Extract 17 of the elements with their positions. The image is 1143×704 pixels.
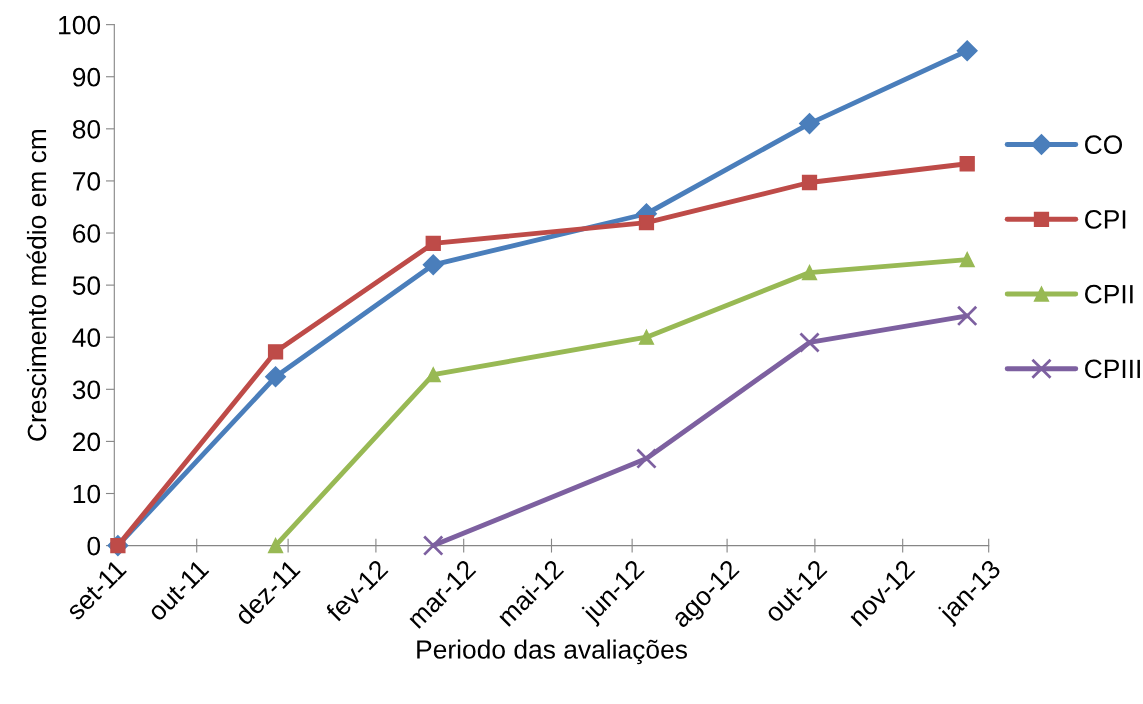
legend-label: CPI (1085, 210, 1126, 229)
y-tick-label: 100 (59, 15, 101, 35)
y-tick-label: 80 (72, 119, 101, 139)
y-tick-label: 40 (72, 328, 101, 348)
y-tick-label: 70 (73, 172, 101, 191)
x-axis-title: Periodo das avaliações (417, 639, 687, 665)
legend-label: CPIII (1085, 359, 1140, 379)
y-axis-title: Crescimento médio em cm (26, 129, 47, 441)
y-tick-label: 20 (73, 432, 101, 452)
legend-label: CO (1085, 135, 1123, 155)
y-tick-label: 30 (72, 380, 101, 400)
y-tick-label: 90 (72, 67, 101, 87)
y-tick-label: 10 (73, 484, 101, 504)
y-tick-label: 0 (87, 536, 101, 556)
legend-label: CPII (1085, 284, 1133, 304)
y-tick-label: 60 (73, 224, 101, 243)
y-tick-label: 50 (72, 276, 101, 295)
